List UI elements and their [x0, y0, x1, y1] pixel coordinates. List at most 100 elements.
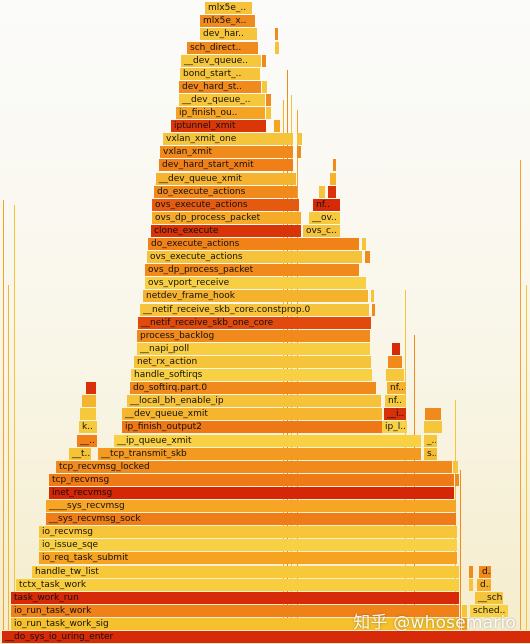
frame-sliver-27[interactable]	[371, 290, 374, 302]
frame-63[interactable]: d..	[477, 579, 491, 591]
frame-19[interactable]: _..	[424, 435, 437, 447]
frame-57[interactable]: sch_direct..	[187, 42, 258, 54]
frame-37[interactable]: ovs_dp_process_packet	[145, 264, 359, 276]
frame-sliver-9[interactable]	[392, 343, 400, 355]
frame-51[interactable]: iptunnel_xmit	[171, 120, 266, 132]
frame-sliver-21[interactable]	[275, 28, 278, 40]
frame-36[interactable]: ovs_vport_receive	[145, 277, 366, 289]
frame-15[interactable]: __tcp_transmit_skb	[98, 448, 421, 460]
frame-7[interactable]: io_issue_sqe	[39, 539, 457, 551]
frame-47[interactable]: __dev_queue_xmit	[156, 173, 296, 185]
frame-58[interactable]: dev_har..	[200, 28, 257, 40]
frame-sliver-24[interactable]	[297, 146, 301, 158]
frame-5[interactable]: handle_tw_list	[32, 566, 459, 578]
frame-sliver-14[interactable]	[330, 173, 336, 185]
frame-33[interactable]: __netif_receive_skb_one_core	[138, 317, 371, 329]
frame-60[interactable]: mlx5e_..	[205, 2, 252, 14]
frame-31[interactable]: __napi_poll	[137, 343, 370, 355]
frame-38[interactable]: ovs_execute_actions	[147, 251, 362, 263]
frame-sliver-0[interactable]	[469, 579, 473, 591]
frame-sliver-16[interactable]	[266, 107, 271, 119]
frame-52[interactable]: ip_finish_ou..	[176, 107, 265, 119]
frame-sliver-26[interactable]	[362, 238, 366, 250]
frame-sliver-7[interactable]	[386, 369, 404, 381]
frame-sliver-2[interactable]	[462, 618, 467, 630]
frame-3[interactable]: task_work_run	[11, 592, 459, 604]
frame-56[interactable]: __dev_queue..	[181, 55, 261, 67]
frame-13[interactable]: tcp_recvmsg_locked	[56, 461, 452, 473]
frame-54[interactable]: dev_hard_st..	[179, 81, 261, 93]
frame-sliver-4[interactable]	[80, 408, 96, 420]
frame-16[interactable]: s..	[424, 448, 437, 460]
frame-0[interactable]: __do_sys_io_uring_enter	[2, 631, 530, 643]
frame-39[interactable]: do_execute_actions	[148, 238, 359, 250]
frame-50[interactable]: vxlan_xmit_one	[163, 133, 293, 145]
frame-sliver-22[interactable]	[274, 120, 280, 132]
frame-sliver-17[interactable]	[266, 94, 271, 106]
frame-44[interactable]: ovs_execute_actions	[152, 199, 299, 211]
thin-stack-3	[520, 160, 521, 630]
frame-sliver-18[interactable]	[262, 81, 267, 93]
frame-24[interactable]: __i..	[384, 408, 406, 420]
frame-49[interactable]: vxlan_xmit	[160, 146, 293, 158]
frame-9[interactable]: __sys_recvmsg_sock	[46, 513, 456, 525]
watermark-text: 知乎 @whosemario	[353, 613, 516, 633]
frame-sliver-23[interactable]	[297, 133, 302, 145]
frame-8[interactable]: io_recvmsg	[39, 526, 457, 538]
frame-59[interactable]: mlx5e_x..	[200, 15, 255, 27]
frame-11[interactable]: inet_recvmsg	[49, 487, 454, 499]
frame-20[interactable]: k..	[79, 421, 97, 433]
frame-48[interactable]: dev_hard_start_xmit	[159, 159, 293, 171]
frame-55[interactable]: bond_start_..	[180, 68, 260, 80]
frame-sliver-20[interactable]	[275, 42, 279, 54]
frame-30[interactable]: net_rx_action	[134, 356, 371, 368]
frame-18[interactable]: __ip_queue_xmit	[114, 435, 421, 447]
frame-35[interactable]: netdev_frame_hook	[143, 290, 368, 302]
frame-sliver-5[interactable]	[82, 395, 96, 407]
frame-sliver-6[interactable]	[86, 382, 96, 394]
frame-26[interactable]: nf..	[385, 395, 406, 407]
frame-53[interactable]: __dev_queue_..	[179, 94, 265, 106]
frame-64[interactable]: d..	[479, 566, 491, 578]
frame-sliver-15[interactable]	[333, 159, 336, 171]
frame-27[interactable]: do_softirq.part.0	[130, 382, 376, 394]
frame-sliver-3[interactable]	[462, 605, 467, 617]
frame-22[interactable]: ip_l..	[382, 421, 407, 433]
frame-sliver-13[interactable]	[328, 186, 336, 198]
frame-sliver-12[interactable]	[319, 186, 325, 198]
frame-28[interactable]: nf..	[387, 382, 406, 394]
frame-6[interactable]: io_req_task_submit	[39, 552, 457, 564]
frame-32[interactable]: process_backlog	[137, 330, 370, 342]
frame-sliver-11[interactable]	[425, 408, 441, 420]
frame-4[interactable]: tctx_task_work	[16, 579, 459, 591]
frame-25[interactable]: __local_bh_enable_ip	[127, 395, 381, 407]
frame-41[interactable]: ovs_c..	[303, 225, 340, 237]
frame-43[interactable]: __ov..	[309, 212, 340, 224]
frame-34[interactable]: __netif_receive_skb_core.constprop.0	[140, 304, 369, 316]
frame-sliver-25[interactable]	[365, 251, 370, 263]
frame-sliver-1[interactable]	[469, 566, 473, 578]
frame-2[interactable]: io_run_task_work	[11, 605, 459, 617]
frame-45[interactable]: nf..	[313, 199, 340, 211]
frame-21[interactable]: ip_finish_output2	[122, 421, 382, 433]
frame-10[interactable]: ____sys_recvmsg	[46, 500, 456, 512]
frame-17[interactable]: __..	[77, 435, 97, 447]
frame-1[interactable]: io_run_task_work_sig	[11, 618, 459, 630]
frame-sliver-30[interactable]	[455, 474, 459, 486]
frame-14[interactable]: __t..	[69, 448, 91, 460]
frame-sliver-29[interactable]	[453, 461, 458, 473]
frame-sliver-8[interactable]	[388, 356, 402, 368]
frame-46[interactable]: do_execute_actions	[154, 186, 297, 198]
frame-sliver-28[interactable]	[372, 304, 375, 316]
frame-sliver-19[interactable]	[262, 55, 266, 67]
frame-42[interactable]: ovs_dp_process_packet	[152, 212, 301, 224]
frame-sliver-10[interactable]	[424, 421, 442, 433]
frame-29[interactable]: handle_softirqs	[131, 369, 372, 381]
frame-40[interactable]: clone_execute	[151, 225, 301, 237]
thin-stack-4	[526, 285, 527, 630]
frame-61[interactable]: __sch..	[475, 592, 503, 604]
frame-23[interactable]: __dev_queue_xmit	[122, 408, 382, 420]
frame-12[interactable]: tcp_recvmsg	[49, 474, 454, 486]
frame-62[interactable]: sched..	[470, 605, 508, 617]
